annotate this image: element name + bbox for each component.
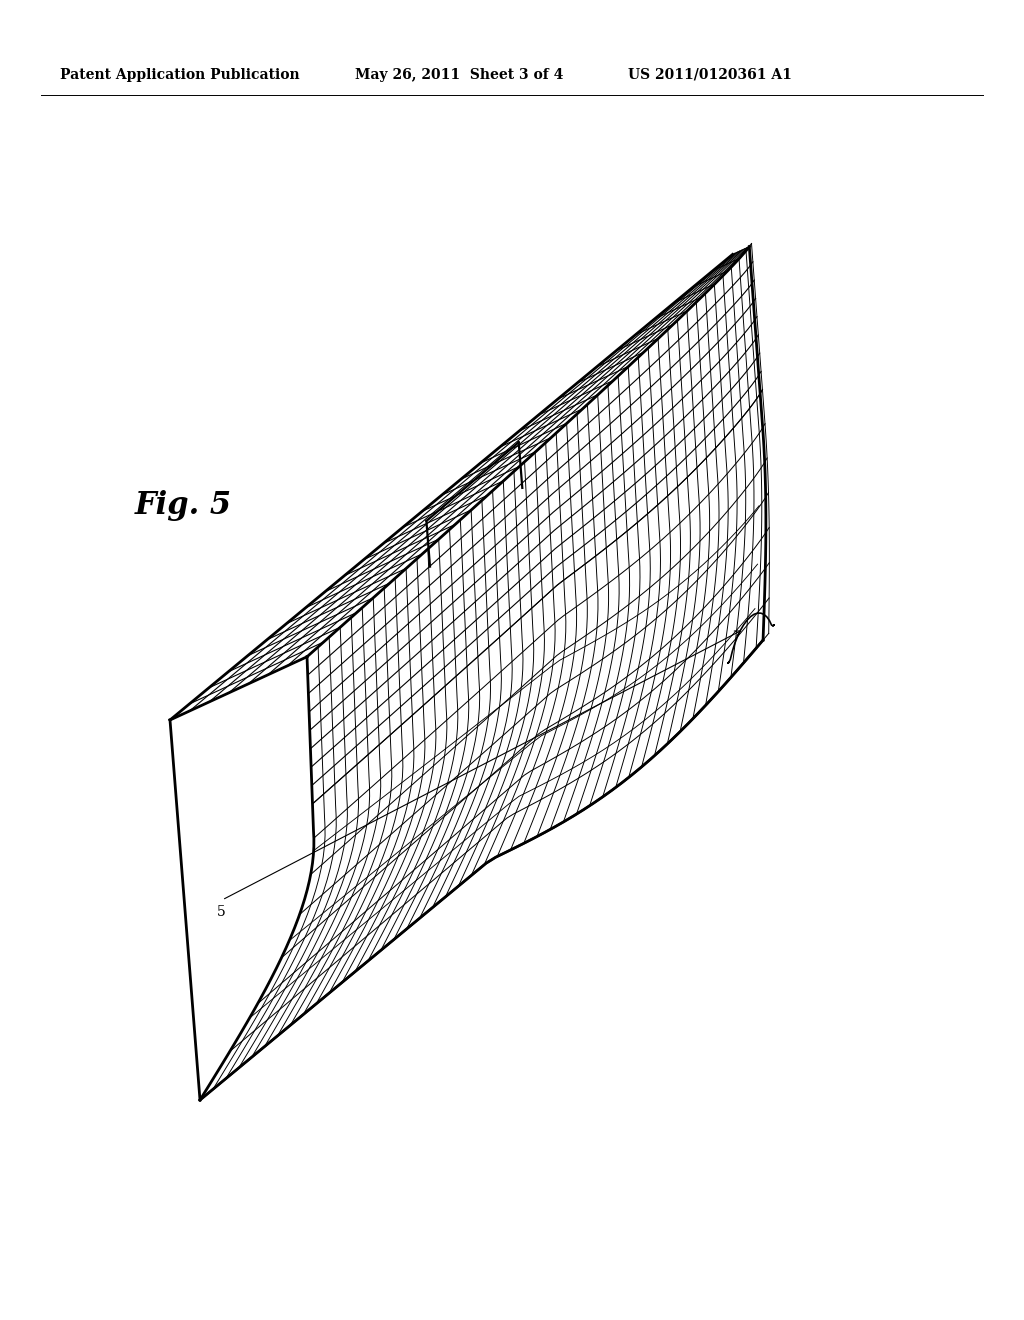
Text: 5: 5 — [217, 906, 225, 919]
Text: Fig. 5: Fig. 5 — [135, 490, 232, 521]
Text: US 2011/0120361 A1: US 2011/0120361 A1 — [628, 69, 792, 82]
Text: May 26, 2011  Sheet 3 of 4: May 26, 2011 Sheet 3 of 4 — [355, 69, 563, 82]
Text: Patent Application Publication: Patent Application Publication — [60, 69, 300, 82]
